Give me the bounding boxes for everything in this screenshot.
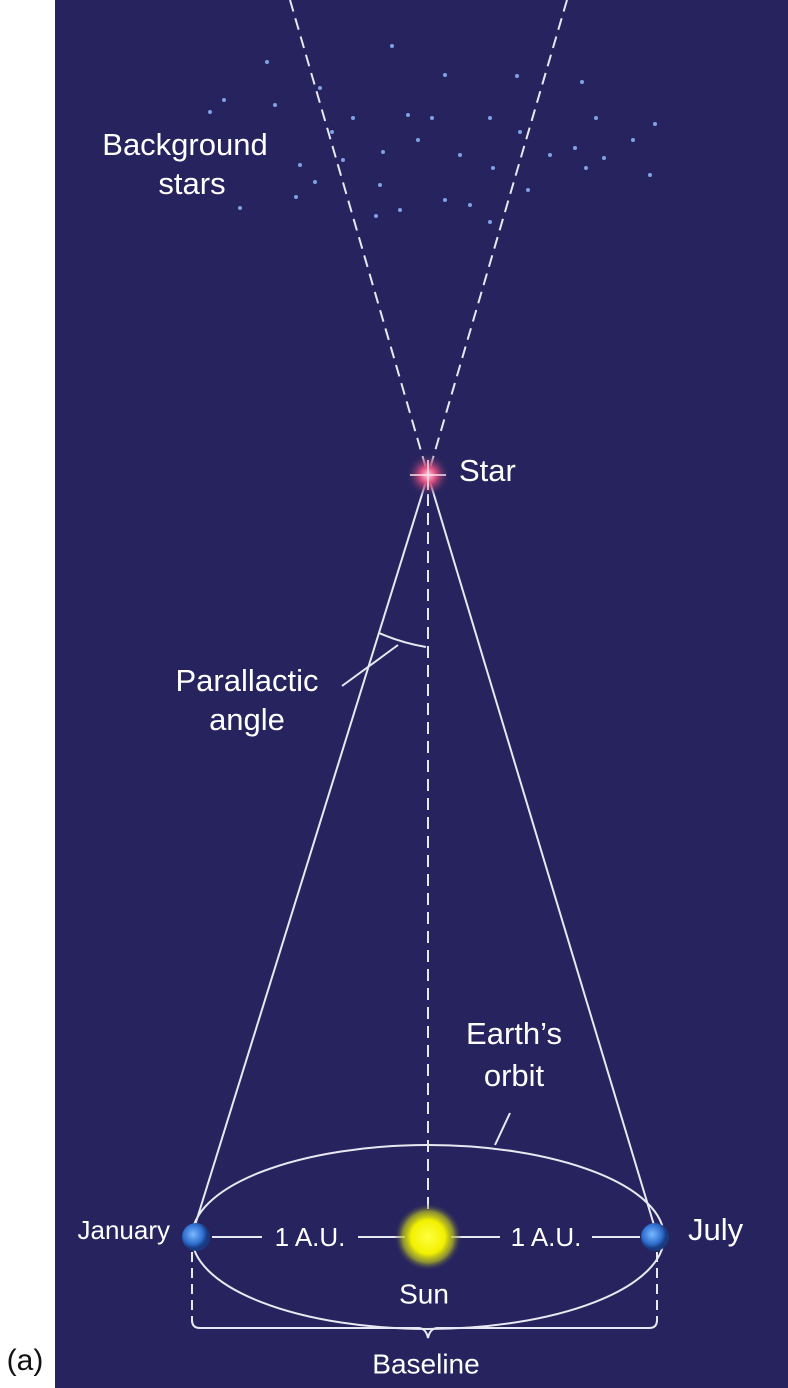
star-dot: [430, 116, 434, 120]
star-dot: [265, 60, 269, 64]
star-dot: [653, 122, 657, 126]
star-dot: [298, 163, 302, 167]
star-dot: [294, 195, 298, 199]
star-dot: [318, 86, 322, 90]
star-dot: [443, 73, 447, 77]
label: Star: [459, 453, 516, 488]
earth-january: [182, 1223, 210, 1251]
label: Earth’s: [466, 1016, 562, 1051]
star-dot: [330, 130, 334, 134]
label: July: [688, 1212, 744, 1247]
star-dot: [594, 116, 598, 120]
star-dot: [238, 206, 242, 210]
star-dot: [580, 80, 584, 84]
star-dot: [573, 146, 577, 150]
star-dot: [398, 208, 402, 212]
star-dot: [491, 166, 495, 170]
star-dot: [378, 183, 382, 187]
star-dot: [631, 138, 635, 142]
star-dot: [341, 158, 345, 162]
star-dot: [548, 153, 552, 157]
star-dot: [273, 103, 277, 107]
star-dot: [584, 166, 588, 170]
label: Baseline: [372, 1348, 479, 1379]
star-dot: [381, 150, 385, 154]
label: Background: [102, 127, 267, 162]
figure-label: (a): [7, 1344, 44, 1377]
diagram: Background stars Star Parallactic angle …: [0, 0, 788, 1388]
label: angle: [209, 702, 285, 737]
label: Parallactic: [176, 663, 319, 698]
label: January: [78, 1215, 171, 1245]
star-dot: [468, 203, 472, 207]
page: Background stars Star Parallactic angle …: [0, 0, 788, 1388]
star-dot: [208, 110, 212, 114]
label: Sun: [399, 1278, 449, 1309]
star-dot: [390, 44, 394, 48]
earth-july: [641, 1223, 669, 1251]
label: 1 A.U.: [275, 1222, 346, 1252]
star-dot: [488, 220, 492, 224]
background: [55, 0, 788, 1388]
star-dot: [406, 113, 410, 117]
label: stars: [158, 166, 225, 201]
star-dot: [602, 156, 606, 160]
star-dot: [374, 214, 378, 218]
star-dot: [222, 98, 226, 102]
star-dot: [313, 180, 317, 184]
star-dot: [518, 130, 522, 134]
star-dot: [416, 138, 420, 142]
star-dot: [443, 198, 447, 202]
star-dot: [515, 74, 519, 78]
star-dot: [351, 116, 355, 120]
star-dot: [488, 116, 492, 120]
star-dot: [458, 153, 462, 157]
label: orbit: [484, 1058, 545, 1093]
star-dot: [526, 188, 530, 192]
sun: [394, 1203, 462, 1271]
star-dot: [648, 173, 652, 177]
label: 1 A.U.: [511, 1222, 582, 1252]
